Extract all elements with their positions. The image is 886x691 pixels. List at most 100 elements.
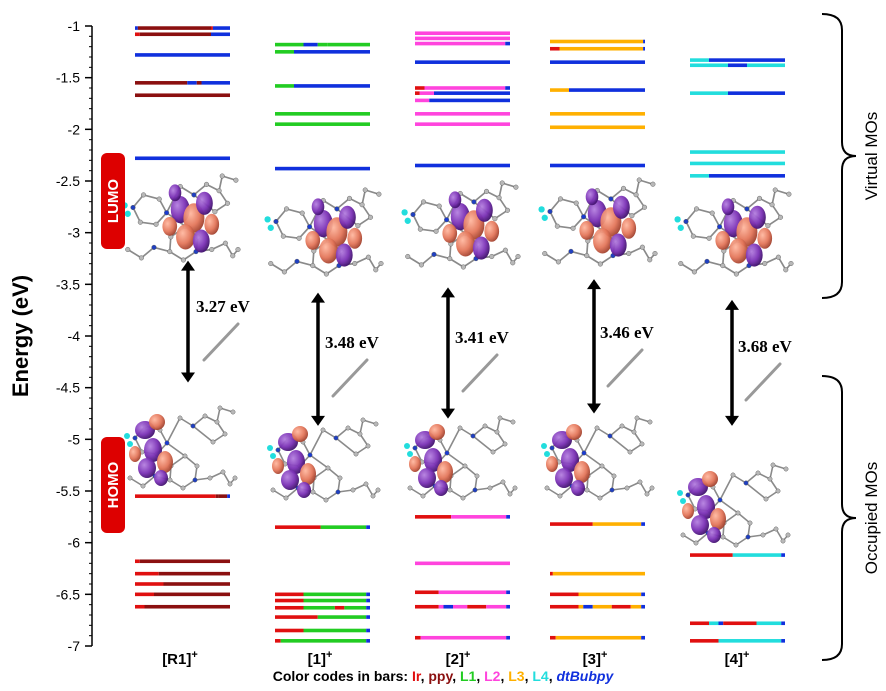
energy-level-segment: [506, 604, 510, 609]
molecule-atom: [706, 235, 712, 241]
molecule-bond: [732, 474, 747, 484]
category-labels: [R1]+ [1]+ [2]+ [3]+ [4]+: [162, 649, 749, 668]
color-legend: Color codes in bars: Ir, ppy, L1, L2, L3…: [0, 668, 886, 684]
orbital-lobe: [204, 213, 220, 235]
orbital-lobe: [707, 527, 721, 543]
molecule-atom: [773, 526, 779, 532]
molecule-atom: [597, 261, 603, 267]
orbital-lobe: [456, 231, 475, 257]
orbital-lobe: [144, 438, 162, 462]
molecule-atom: [230, 409, 236, 415]
molecule-bond: [464, 465, 478, 477]
energy-level-segment: [420, 635, 507, 640]
energy-level-segment: [275, 525, 321, 529]
energy-level-segment: [275, 598, 304, 603]
orbital-molecule: [674, 187, 794, 277]
molecule-bond: [283, 235, 300, 240]
molecule-bond: [719, 499, 739, 514]
molecule-atom: [227, 481, 233, 487]
occupied-mos-brace: [821, 375, 857, 661]
molecule-atom: [573, 200, 579, 206]
molecule-atom: [568, 248, 574, 254]
y-tick-label: -4.5: [56, 380, 80, 396]
molecule-bond: [462, 257, 477, 268]
molecule-bond: [192, 425, 214, 443]
energy-level-segment: [163, 582, 230, 586]
molecule-atom: [167, 249, 173, 255]
orbital-lobe: [434, 480, 448, 496]
molecule-bond: [433, 253, 450, 260]
energy-level-segment: [415, 31, 510, 36]
molecule-atom: [492, 216, 498, 222]
orbital-lobe: [745, 243, 763, 267]
molecule-atom: [130, 204, 136, 211]
molecule-bond: [166, 442, 186, 457]
molecule-bond: [277, 449, 286, 465]
energy-level-segment: [690, 621, 709, 626]
orbital-molecule: [267, 417, 381, 503]
molecule-atom: [633, 192, 639, 198]
energy-level-segment: [139, 32, 211, 37]
molecule-atom: [637, 479, 643, 485]
molecule-atom: [691, 269, 697, 275]
molecule-atom: [401, 209, 408, 216]
molecule-bond: [283, 260, 298, 273]
energy-level-segment: [275, 605, 304, 610]
molecule-bond: [596, 189, 612, 200]
molecule-atom: [775, 488, 781, 494]
gap-arrow-head: [441, 287, 455, 298]
molecule-atom: [490, 449, 496, 455]
molecule-atom: [502, 247, 508, 253]
molecule-atom: [365, 443, 371, 449]
molecule-bond: [633, 431, 643, 445]
molecule-bond: [325, 491, 339, 501]
orbital-lobe: [292, 426, 308, 442]
molecule-atom: [270, 487, 276, 493]
legend-prefix: Color codes in bars:: [272, 668, 412, 684]
molecule-atom: [636, 177, 642, 183]
molecule-bond: [337, 489, 354, 493]
energy-level-segment: [718, 621, 724, 626]
molecule-bond: [182, 479, 196, 489]
molecule-bond: [560, 198, 577, 204]
molecule-atom: [717, 224, 723, 230]
energy-level-segment: [275, 122, 370, 126]
molecule-atom: [786, 191, 792, 197]
energy-level-segment: [559, 46, 644, 51]
energy-level-segment: [559, 39, 644, 44]
molecule-atom: [167, 477, 173, 483]
molecule-atom: [460, 495, 466, 501]
orbital-lobe: [476, 198, 493, 222]
molecule-bond: [169, 479, 184, 489]
molecule-bond: [472, 435, 494, 453]
energy-level-segment: [690, 174, 709, 178]
molecule-bond: [412, 201, 425, 216]
orbital-lobe: [729, 238, 748, 264]
molecule-bond: [767, 216, 781, 227]
molecule-atom: [353, 451, 359, 457]
molecule-bond: [420, 228, 437, 233]
molecule-atom: [690, 233, 696, 239]
molecule-atom: [472, 487, 478, 493]
virtual-mos-label: Virtual MOs: [862, 112, 881, 201]
molecule-atom: [283, 206, 290, 212]
molecule-atom: [210, 439, 216, 445]
molecule-atom: [405, 253, 411, 260]
energy-level-segment: [550, 125, 645, 130]
molecule-bond: [449, 257, 464, 268]
energy-level-segment: [415, 98, 430, 103]
energy-level-segment: [137, 26, 211, 30]
molecule-bond: [309, 454, 329, 469]
molecule-bond: [771, 204, 782, 218]
molecule-bond: [472, 425, 486, 437]
energy-level-segment: [218, 494, 228, 498]
molecule-atom: [267, 445, 273, 451]
molecule-atom: [182, 453, 188, 459]
molecule-bond: [551, 447, 560, 463]
molecule-atom: [334, 206, 340, 212]
gap-pointer: [606, 348, 644, 388]
energy-level-segment: [415, 122, 510, 126]
energy-level-segment: [415, 36, 510, 41]
y-tick-label: -3: [68, 225, 81, 241]
gap-label: 3.48 eV: [325, 333, 380, 352]
